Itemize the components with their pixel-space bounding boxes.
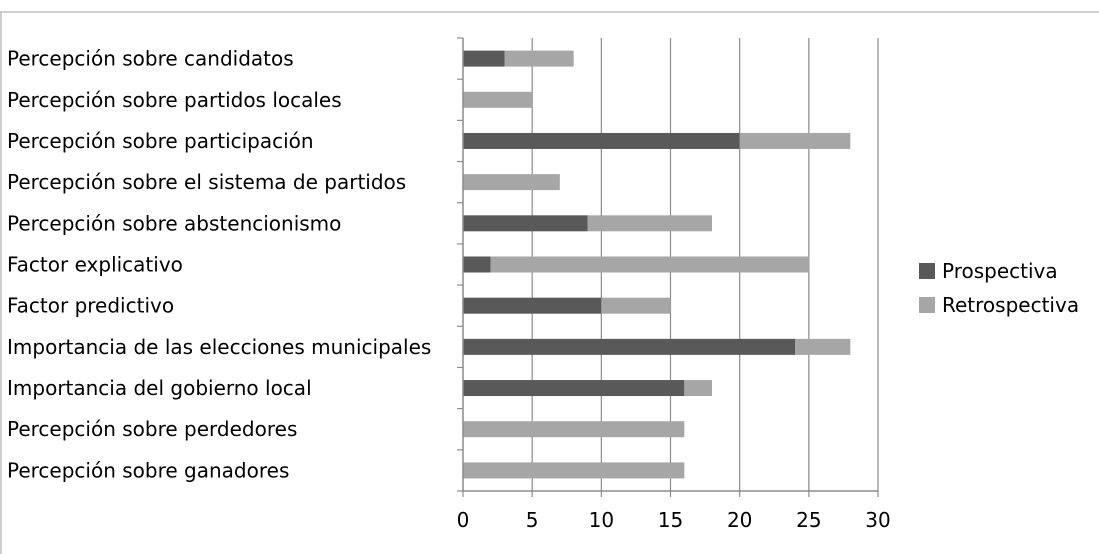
bar-prospectiva <box>463 297 602 314</box>
bar-prospectiva <box>463 338 795 355</box>
bar-retrospectiva <box>463 462 685 479</box>
bars <box>463 50 851 479</box>
x-tick-label: 0 <box>457 508 470 532</box>
bar-retrospectiva <box>504 50 574 67</box>
bar-retrospectiva <box>490 256 809 273</box>
category-label: Percepción sobre abstencionismo <box>7 211 341 235</box>
x-tick-label: 5 <box>526 508 539 532</box>
x-tick-label: 25 <box>796 508 821 532</box>
category-label: Percepción sobre perdedores <box>7 417 297 441</box>
bar-retrospectiva <box>463 174 560 191</box>
category-label: Percepción sobre participación <box>7 129 314 153</box>
legend-swatch <box>919 297 935 313</box>
bar-retrospectiva <box>587 215 712 232</box>
legend: Prospectiva Retrospectiva <box>919 259 1079 317</box>
x-tick-label: 10 <box>589 508 614 532</box>
bar-retrospectiva <box>463 91 533 108</box>
category-label: Percepción sobre candidatos <box>7 47 294 71</box>
legend-label: Retrospectiva <box>942 293 1079 317</box>
bar-retrospectiva <box>463 421 685 438</box>
bar-prospectiva <box>463 380 685 397</box>
category-label: Percepción sobre partidos locales <box>7 88 342 112</box>
bar-prospectiva <box>463 132 740 149</box>
category-labels: Percepción sobre candidatos Percepción so… <box>7 47 431 483</box>
category-label: Importancia de las elecciones municipale… <box>7 335 431 359</box>
bar-retrospectiva <box>795 338 851 355</box>
x-tick-labels: 0 5 10 15 20 25 30 <box>457 508 891 532</box>
bar-prospectiva <box>463 256 491 273</box>
category-label: Factor explicativo <box>7 253 183 277</box>
x-tick-label: 20 <box>727 508 752 532</box>
category-label: Factor predictivo <box>7 294 174 318</box>
x-tick-label: 30 <box>865 508 890 532</box>
bar-prospectiva <box>463 215 588 232</box>
axes <box>457 37 879 497</box>
legend-label: Prospectiva <box>942 259 1058 283</box>
bar-prospectiva <box>463 50 505 67</box>
bar-retrospectiva <box>684 380 712 397</box>
category-label: Importancia del gobierno local <box>7 376 312 400</box>
bar-retrospectiva <box>739 132 851 149</box>
category-label: Percepción sobre el sistema de partidos <box>7 170 406 194</box>
bar-retrospectiva <box>601 297 671 314</box>
legend-swatch <box>919 263 935 279</box>
category-label: Percepción sobre ganadores <box>7 458 289 482</box>
x-tick-label: 15 <box>658 508 683 532</box>
